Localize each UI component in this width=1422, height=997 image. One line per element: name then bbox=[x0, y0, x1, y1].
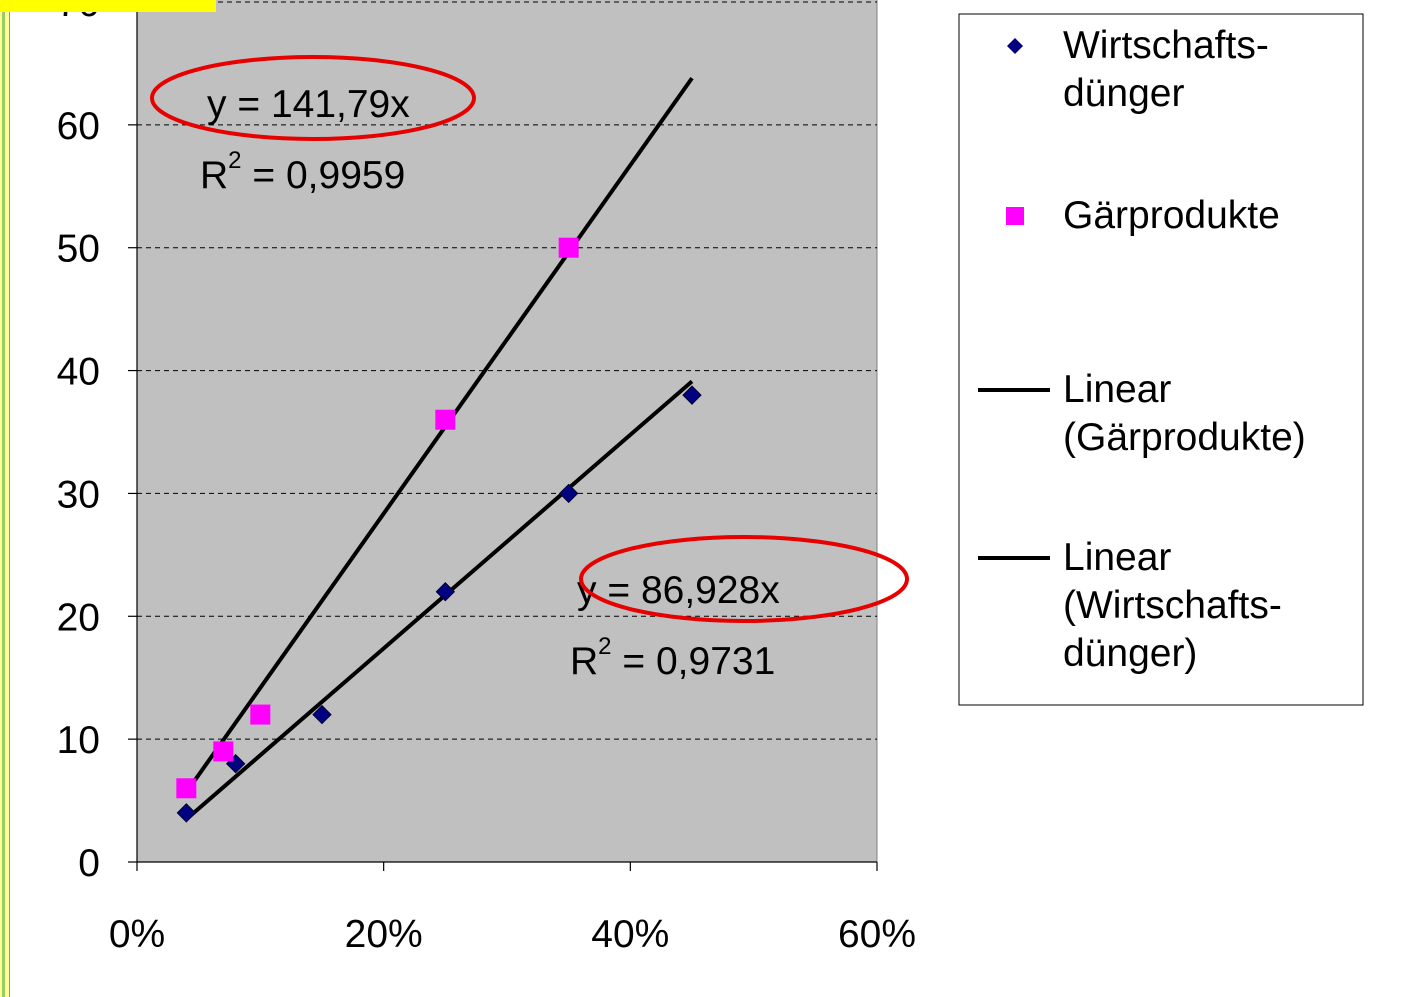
legend-label: Wirtschafts- bbox=[1063, 24, 1269, 67]
plot-area-layer bbox=[136, 0, 878, 863]
trendline-1 bbox=[184, 76, 694, 794]
highlight-ellipse bbox=[150, 55, 476, 141]
x-tick-label: 0% bbox=[109, 913, 165, 956]
trendline-equation: y = 141,79x bbox=[207, 83, 410, 126]
data-point-square bbox=[213, 741, 234, 762]
data-point-square bbox=[176, 778, 197, 799]
trendline-2 bbox=[185, 379, 694, 821]
legend-label: dünger bbox=[1063, 72, 1184, 115]
legend-label: Gärprodukte bbox=[1063, 194, 1280, 237]
series-layer bbox=[176, 76, 702, 823]
data-point-square bbox=[250, 704, 271, 725]
highlight-ellipse bbox=[579, 535, 909, 623]
y-tick-label: 10 bbox=[57, 719, 100, 762]
legend-label: (Wirtschafts- bbox=[1063, 584, 1282, 627]
x-tick-label: 20% bbox=[345, 913, 423, 956]
data-point-diamond bbox=[312, 704, 332, 725]
legend-label: Linear bbox=[1063, 368, 1171, 411]
y-tick-label: 50 bbox=[57, 228, 100, 271]
legend-entry: Gärprodukte bbox=[1006, 194, 1280, 237]
data-point-diamond bbox=[176, 803, 197, 823]
legend-square-marker bbox=[1006, 207, 1024, 225]
data-point-diamond bbox=[558, 483, 579, 504]
annotation-layer: y = 141,79x R2 = 0,9959 y = 86,928x R2 = 0,… bbox=[150, 55, 909, 683]
x-tick-label: 40% bbox=[591, 913, 669, 956]
corner-highlight bbox=[0, 0, 216, 12]
y-tick-label: 30 bbox=[57, 473, 100, 516]
data-point-square bbox=[435, 409, 456, 430]
legend-label: Linear bbox=[1063, 536, 1171, 579]
data-point-diamond bbox=[682, 385, 702, 405]
data-point-square bbox=[558, 237, 579, 258]
legend-entry: Wirtschafts-dünger bbox=[1007, 24, 1269, 115]
trendline-equation: y = 86,928x bbox=[577, 569, 780, 612]
trendline-r-squared: R2 = 0,9959 bbox=[200, 147, 405, 197]
legend-label: (Gärprodukte) bbox=[1063, 416, 1306, 459]
y-tick-label: 40 bbox=[57, 351, 100, 394]
legend-box bbox=[958, 13, 1364, 706]
y-tick-label: 60 bbox=[57, 105, 100, 148]
legend-entry: Linear (Wirtschafts-dünger) bbox=[978, 536, 1282, 675]
left-border-inner bbox=[2, 0, 5, 997]
y-tick-label: 20 bbox=[57, 596, 100, 639]
y-tick-label: 0 bbox=[78, 842, 100, 885]
legend: Wirtschafts-dünger Gärprodukte Linear (Gärp… bbox=[958, 13, 1364, 706]
trendline-r-squared: R2 = 0,9731 bbox=[570, 633, 775, 683]
left-border-strip bbox=[0, 0, 10, 997]
data-point-diamond bbox=[435, 582, 456, 602]
legend-entry: Linear (Gärprodukte) bbox=[978, 368, 1306, 459]
legend-diamond-marker bbox=[1007, 38, 1023, 54]
x-tick-label: 60% bbox=[838, 913, 916, 956]
legend-label: dünger) bbox=[1063, 632, 1197, 675]
plot-area bbox=[136, 0, 878, 863]
